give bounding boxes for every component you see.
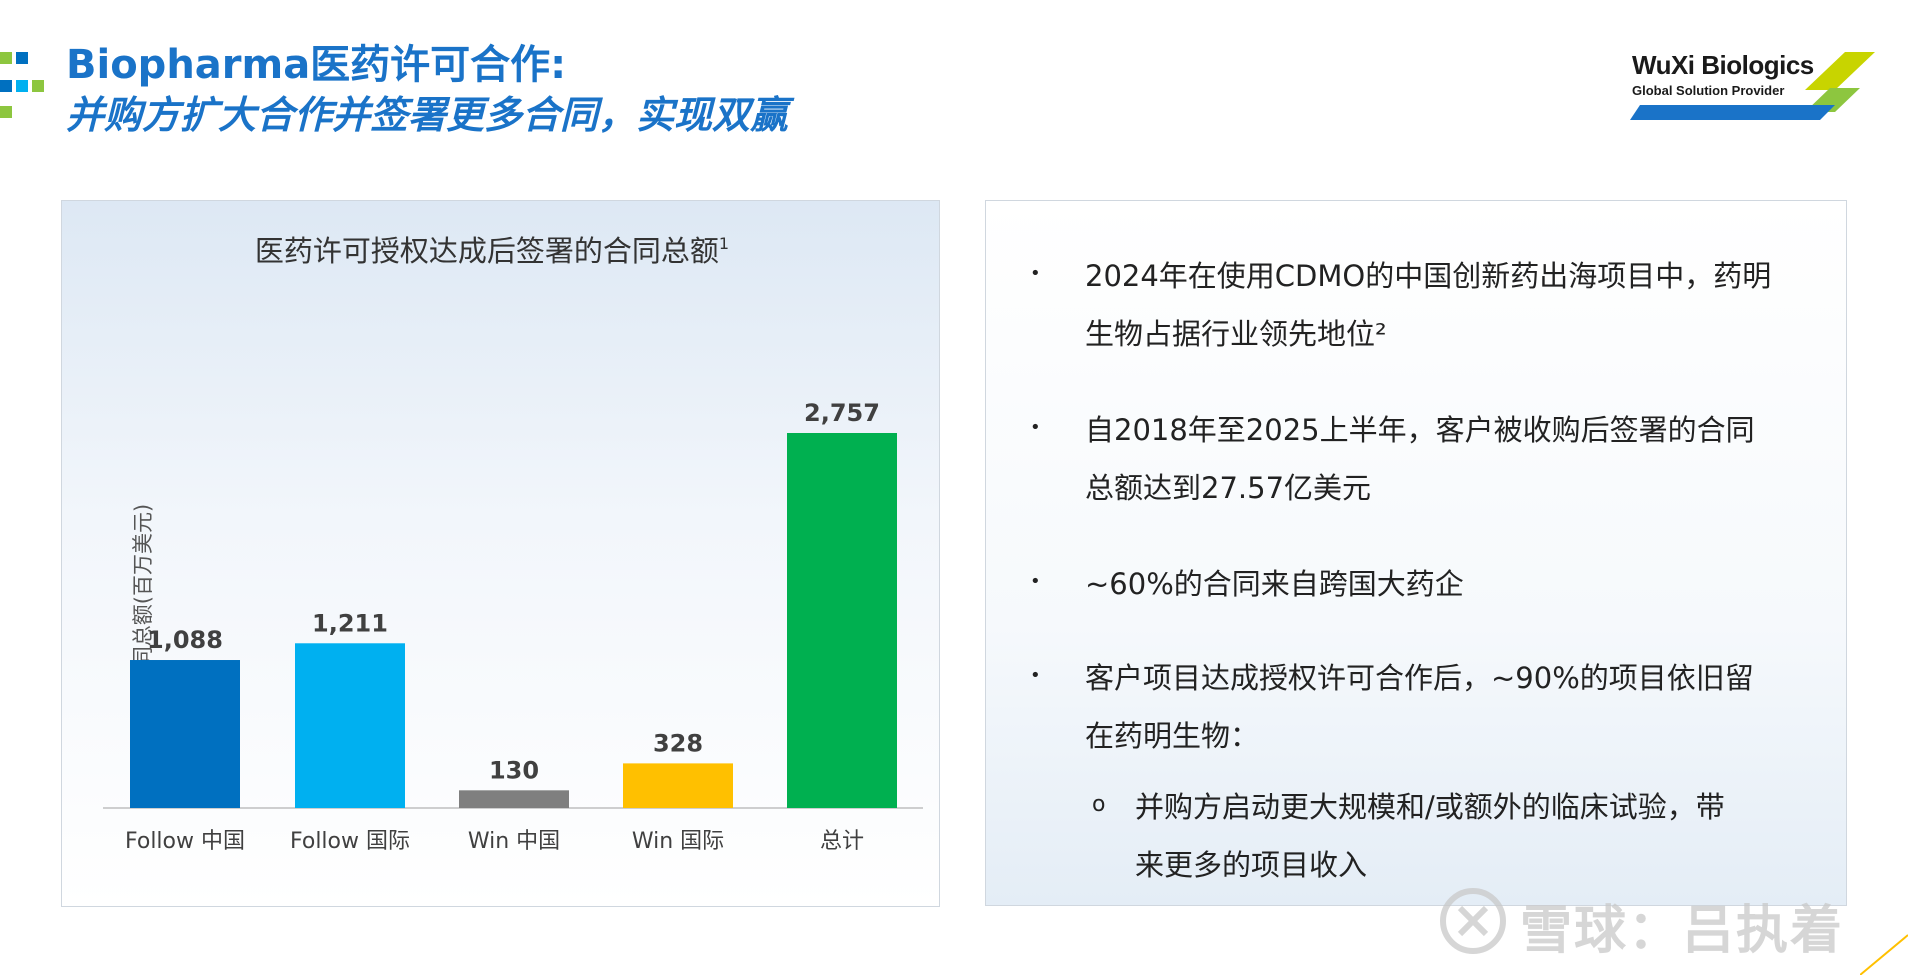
watermark: 雪球：吕执着 — [1438, 880, 1858, 961]
bar-value-label-2: 130 — [489, 756, 539, 784]
y-axis-label: 合同总额(百万美元) — [131, 504, 155, 688]
corner-accent-line — [1860, 934, 1908, 975]
logo-name: WuXi Biologics — [1632, 50, 1814, 80]
bar-2 — [459, 790, 569, 808]
bullet-item-1: 2024年在使用CDMO的中国创新药出海项目中，药明 生物占据行业领先地位² — [1085, 247, 1815, 363]
bar-1 — [295, 643, 405, 808]
logo-stripes-icon — [1630, 52, 1875, 120]
bar-value-label-3: 328 — [653, 729, 703, 757]
bullet-item-4: 客户项目达成授权许可合作后，~90%的项目依旧留 在药明生物： — [1085, 649, 1815, 765]
slide-subtitle: 并购方扩大合作并签署更多合同，实现双赢 — [66, 93, 789, 137]
bullet-item-4-line1: 客户项目达成授权许可合作后，~90%的项目依旧留 — [1085, 661, 1754, 695]
deco-square-blue — [16, 52, 28, 64]
bar-value-label-1: 1,211 — [312, 609, 388, 637]
deco-square-green — [0, 52, 12, 64]
x-tick-label-2: Win 中国 — [468, 829, 560, 854]
deco-square-blue — [0, 80, 12, 92]
sub-bullet-item-1-line2: 来更多的项目收入 — [1135, 848, 1368, 882]
watermark-text: 雪球：吕执着 — [1520, 901, 1845, 961]
chart-panel: 医药许可授权达成后签署的合同总额1 合同总额(百万美元) 1,088 Follow… — [61, 200, 940, 907]
bar-3 — [623, 763, 733, 808]
text-panel — [985, 200, 1847, 906]
bullet-marker: • — [1030, 417, 1041, 438]
bar-value-label-4: 2,757 — [804, 399, 880, 427]
deco-square-green — [32, 80, 44, 92]
x-tick-label-0: Follow 中国 — [125, 829, 245, 854]
company-logo: WuXi Biologics Global Solution Provider — [1630, 50, 1875, 122]
sub-bullet-item-1: 并购方启动更大规模和/或额外的临床试验，带 来更多的项目收入 — [1135, 778, 1825, 894]
bullet-marker: • — [1030, 263, 1041, 284]
deco-square-green — [0, 106, 12, 118]
bullet-marker: • — [1030, 571, 1041, 592]
x-tick-label-1: Follow 国际 — [290, 829, 410, 854]
bullet-item-3: ~60%的合同来自跨国大药企 — [1085, 555, 1815, 613]
chart-title-footnote: 1 — [719, 234, 729, 253]
bullet-marker: • — [1030, 665, 1041, 686]
bullet-item-3-line1: ~60%的合同来自跨国大药企 — [1085, 567, 1464, 601]
bar-4 — [787, 433, 897, 808]
logo-tagline: Global Solution Provider — [1632, 83, 1785, 98]
bullet-item-1-line2: 生物占据行业领先地位² — [1085, 317, 1387, 351]
bullet-item-2: 自2018年至2025上半年，客户被收购后签署的合同 总额达到27.57亿美元 — [1085, 401, 1815, 517]
bar-chart: 医药许可授权达成后签署的合同总额1 合同总额(百万美元) 1,088 Follow… — [103, 234, 923, 854]
bar-value-label-0: 1,088 — [147, 626, 223, 654]
sub-bullet-item-1-line1: 并购方启动更大规模和/或额外的临床试验，带 — [1135, 790, 1725, 824]
bars-group: 1,088 Follow 中国 1,211 Follow 国际 130 Win 中国 328… — [125, 399, 897, 854]
x-tick-label-3: Win 国际 — [632, 829, 724, 854]
chart-title: 医药许可授权达成后签署的合同总额1 — [255, 234, 729, 268]
x-tick-label-4: 总计 — [820, 829, 864, 854]
bullet-item-4-line2: 在药明生物： — [1085, 719, 1260, 753]
deco-square-cyan — [16, 80, 28, 92]
bullet-item-1-line1: 2024年在使用CDMO的中国创新药出海项目中，药明 — [1085, 259, 1772, 293]
corner-decoration — [0, 52, 44, 118]
slide-title: Biopharma医药许可合作: — [66, 42, 567, 88]
chart-title-text: 医药许可授权达成后签署的合同总额 — [255, 234, 719, 268]
bar-0 — [130, 660, 240, 808]
bullet-item-2-line2: 总额达到27.57亿美元 — [1085, 471, 1372, 505]
bullet-item-2-line1: 自2018年至2025上半年，客户被收购后签署的合同 — [1085, 413, 1755, 447]
snowball-logo-icon — [1440, 888, 1506, 954]
sub-bullet-marker: o — [1092, 792, 1106, 817]
